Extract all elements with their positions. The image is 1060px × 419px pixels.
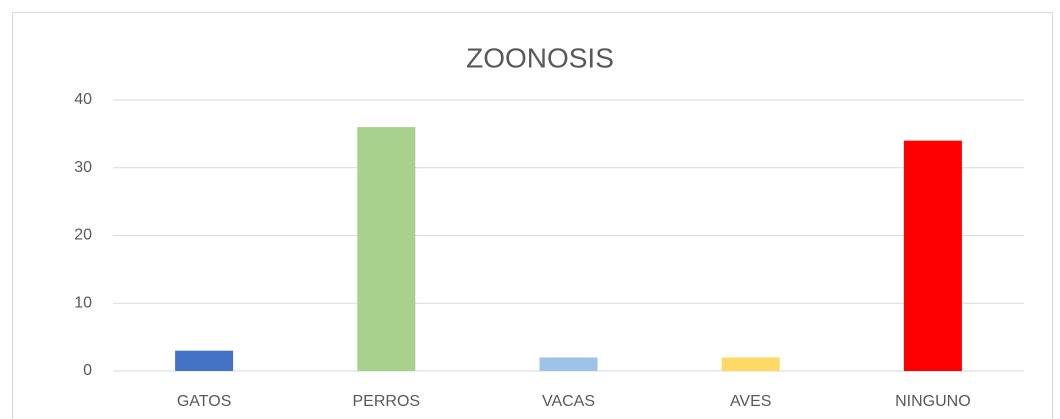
- bar: [357, 127, 416, 371]
- y-tick-label: 10: [74, 294, 92, 311]
- x-tick-label: PERROS: [353, 393, 421, 410]
- x-tick-label: AVES: [730, 393, 772, 410]
- y-tick-label: 0: [83, 362, 92, 379]
- x-tick-label: VACAS: [542, 393, 595, 410]
- y-tick-label: 40: [74, 91, 92, 108]
- bar: [721, 357, 780, 371]
- chart-border: [12, 12, 1053, 419]
- x-tick-label: NINGUNO: [895, 393, 971, 410]
- bar: [903, 140, 962, 371]
- y-tick-label: 30: [74, 159, 92, 176]
- y-tick-label: 20: [74, 227, 92, 244]
- bar: [175, 350, 234, 371]
- x-tick-label: GATOS: [177, 393, 232, 410]
- bar: [539, 357, 598, 371]
- chart-title: ZOONOSIS: [466, 42, 614, 73]
